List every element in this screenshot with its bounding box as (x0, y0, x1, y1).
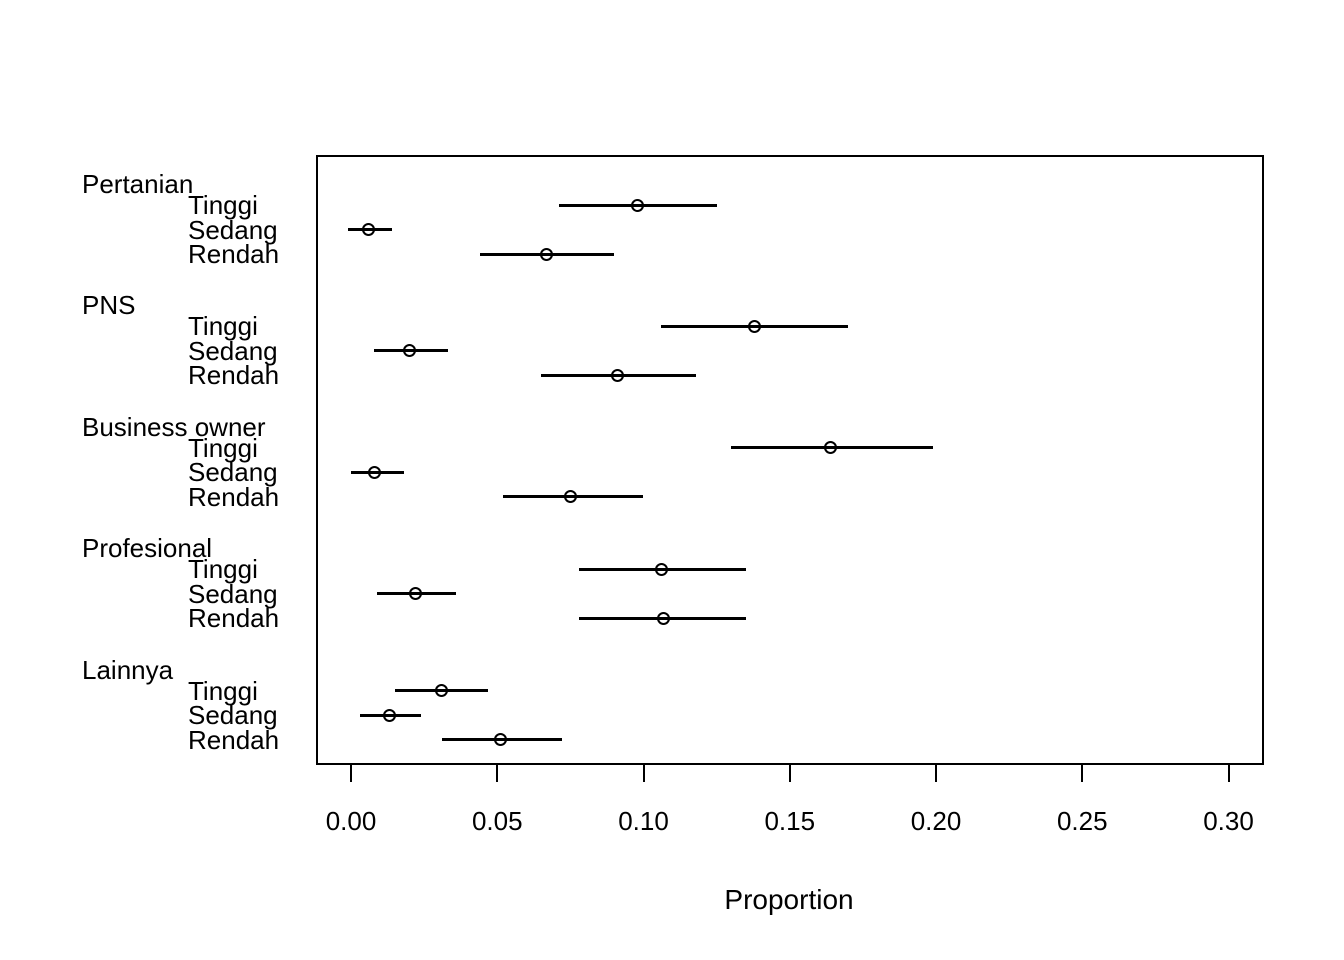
group-label: Profesional (82, 533, 213, 564)
row-label: Rendah (188, 603, 280, 634)
row-label: Rendah (188, 724, 280, 755)
x-axis-tick-label: 0.25 (1056, 806, 1108, 836)
x-axis-tick-label: 0.20 (910, 806, 962, 836)
row-label: Rendah (188, 239, 280, 269)
x-axis-tick (788, 763, 791, 782)
row-label: Sedang (188, 700, 278, 731)
row-label: Tinggi (188, 311, 258, 342)
x-axis-tick (935, 763, 937, 782)
point-estimate-marker (435, 684, 449, 698)
x-axis-tick-label: 0.15 (764, 806, 816, 836)
point-estimate-marker (824, 441, 838, 455)
row-label: Rendah (188, 360, 280, 391)
point-estimate-marker (563, 490, 577, 504)
x-axis-tick (1227, 763, 1230, 782)
point-estimate-marker (408, 587, 422, 601)
point-estimate-marker (493, 733, 507, 747)
x-axis-tick-label: 0.30 (1203, 806, 1254, 836)
x-axis-tick-label: 0.05 (471, 806, 523, 836)
row-label: Tinggi (188, 554, 258, 585)
row-label: Sedang (188, 457, 278, 488)
point-estimate-marker (382, 708, 396, 722)
group-label: Lainnya (82, 654, 174, 685)
x-axis-tick (350, 763, 352, 782)
row-label: Sedang (188, 335, 278, 366)
x-axis-title: Proportion (724, 884, 854, 915)
plot-area (316, 155, 1264, 765)
group-label: Business owner (82, 411, 266, 442)
row-label: Sedang (188, 578, 278, 609)
row-label: Tinggi (188, 190, 258, 220)
row-label: Rendah (188, 481, 280, 512)
group-label: Pertanian (82, 169, 194, 199)
x-axis-tick (496, 763, 499, 782)
point-estimate-marker (610, 368, 624, 382)
x-axis-tick (1081, 763, 1084, 782)
x-axis-tick (642, 763, 645, 782)
row-label: Tinggi (188, 432, 258, 463)
point-estimate-marker (367, 465, 381, 479)
row-label: Tinggi (188, 675, 258, 706)
point-estimate-marker (657, 611, 671, 625)
point-estimate-marker (403, 344, 416, 358)
point-estimate-marker (540, 247, 554, 261)
point-estimate-marker (748, 319, 762, 333)
row-label: Sedang (188, 214, 278, 245)
group-label: PNS (82, 290, 136, 321)
point-estimate-marker (654, 562, 668, 576)
point-estimate-marker (631, 198, 645, 212)
x-axis-tick-label: 0.00 (325, 806, 377, 836)
x-axis-tick-label: 0.10 (618, 806, 669, 836)
point-estimate-marker (362, 223, 376, 236)
